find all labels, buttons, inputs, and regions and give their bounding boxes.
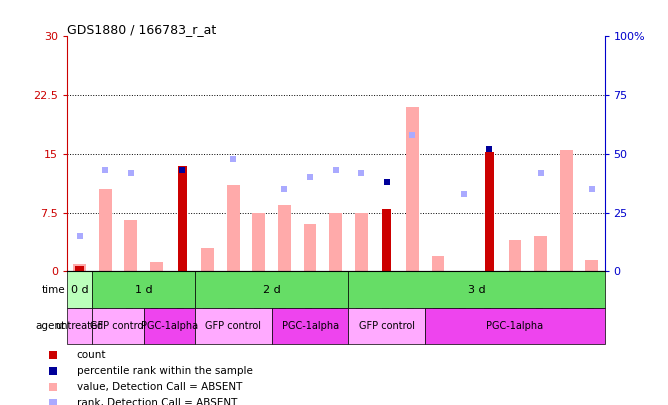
Bar [585, 260, 598, 271]
Text: count: count [77, 350, 106, 360]
Text: GFP control: GFP control [90, 321, 146, 331]
Bar [253, 213, 265, 271]
Bar [349, 308, 426, 344]
Text: agent: agent [35, 321, 65, 331]
Text: GDS1880 / 166783_r_at: GDS1880 / 166783_r_at [67, 23, 216, 36]
Text: PGC-1alpha: PGC-1alpha [281, 321, 339, 331]
Bar [349, 271, 605, 308]
Bar [201, 248, 214, 271]
Bar [124, 220, 137, 271]
Bar [508, 240, 521, 271]
Bar [304, 224, 317, 271]
Text: untreated: untreated [55, 321, 104, 331]
Bar [272, 308, 349, 344]
Text: value, Detection Call = ABSENT: value, Detection Call = ABSENT [77, 382, 242, 392]
Text: 1 d: 1 d [135, 285, 152, 294]
Bar [355, 213, 367, 271]
Bar [426, 308, 605, 344]
Bar [99, 189, 112, 271]
Text: 2 d: 2 d [263, 285, 281, 294]
Text: time: time [42, 285, 65, 294]
Bar [92, 308, 144, 344]
Bar [485, 152, 494, 271]
Text: PGC-1alpha: PGC-1alpha [141, 321, 198, 331]
Bar [534, 236, 547, 271]
Bar [92, 271, 195, 308]
Bar [178, 166, 186, 271]
Bar [329, 213, 342, 271]
Bar [195, 271, 349, 308]
Text: GFP control: GFP control [205, 321, 261, 331]
Bar [406, 107, 419, 271]
Text: PGC-1alpha: PGC-1alpha [486, 321, 544, 331]
Bar [67, 271, 92, 308]
Bar [432, 256, 444, 271]
Bar [278, 205, 291, 271]
Bar [560, 150, 572, 271]
Text: rank, Detection Call = ABSENT: rank, Detection Call = ABSENT [77, 398, 237, 405]
Bar [195, 308, 272, 344]
Bar [382, 209, 391, 271]
Text: percentile rank within the sample: percentile rank within the sample [77, 366, 253, 376]
Text: GFP control: GFP control [359, 321, 415, 331]
Bar [75, 266, 84, 271]
Text: 0 d: 0 d [71, 285, 88, 294]
Bar [144, 308, 195, 344]
Bar [73, 264, 86, 271]
Bar [227, 185, 240, 271]
Bar [150, 262, 163, 271]
Bar [67, 308, 92, 344]
Text: 3 d: 3 d [468, 285, 486, 294]
